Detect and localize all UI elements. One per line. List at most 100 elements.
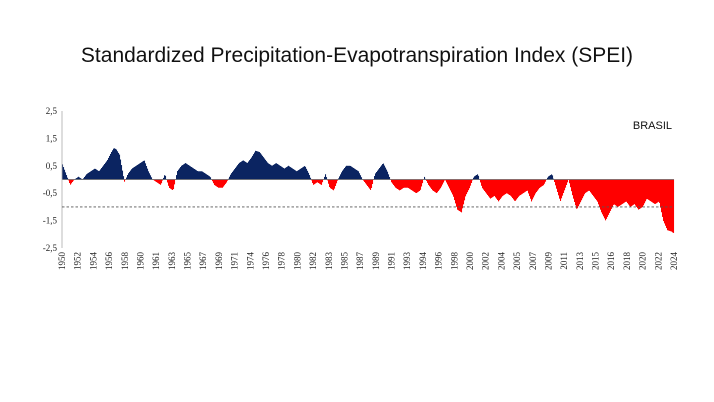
- spei-bar: [212, 179, 214, 182]
- spei-bar: [151, 177, 153, 180]
- spei-bar: [295, 170, 297, 180]
- spei-bar: [316, 179, 318, 183]
- spei-bar: [535, 179, 537, 194]
- spei-bar: [302, 167, 304, 180]
- spei-bar: [590, 179, 592, 193]
- y-tick-label: 1,5: [46, 133, 58, 143]
- x-tick-label: 1980: [292, 252, 302, 271]
- spei-bar: [469, 179, 471, 189]
- spei-bar: [288, 165, 290, 180]
- spei-bar: [551, 174, 553, 180]
- spei-bar: [205, 173, 207, 180]
- x-tick-label: 1994: [418, 252, 428, 271]
- spei-bar: [573, 179, 575, 199]
- spei-bar: [141, 162, 143, 180]
- spei-bar: [178, 169, 180, 180]
- spei-bar: [389, 176, 391, 180]
- spei-bar: [648, 179, 650, 200]
- spei-bar: [400, 179, 402, 190]
- spei-bar: [661, 179, 663, 213]
- spei-bar: [174, 179, 176, 185]
- spei-bar: [394, 179, 396, 187]
- spei-bar: [504, 179, 506, 195]
- spei-bar: [363, 179, 365, 181]
- spei-bar: [492, 179, 494, 198]
- spei-bar: [177, 171, 179, 180]
- spei-bar: [544, 179, 546, 184]
- spei-bar: [86, 174, 88, 180]
- spei-bar: [497, 179, 499, 201]
- spei-bar: [321, 179, 323, 185]
- spei-bar: [515, 179, 517, 201]
- spei-bar: [503, 179, 505, 196]
- spei-bar: [620, 179, 622, 206]
- x-tick-label: 2004: [496, 252, 506, 271]
- spei-bar: [647, 179, 649, 200]
- spei-bar: [386, 169, 388, 180]
- spei-bar: [339, 176, 341, 180]
- spei-bar: [660, 179, 662, 208]
- spei-bar: [164, 175, 166, 180]
- spei-bar: [533, 179, 535, 198]
- spei-bar: [446, 179, 448, 183]
- spei-bar: [365, 179, 367, 184]
- spei-bar: [119, 154, 121, 180]
- spei-bar: [672, 179, 674, 233]
- spei-bar: [89, 172, 91, 180]
- spei-bar: [78, 176, 80, 180]
- spei-bar: [528, 179, 530, 194]
- spei-bar: [639, 179, 641, 210]
- spei-bar: [405, 179, 407, 188]
- spei-bar: [95, 168, 97, 180]
- spei-bar: [138, 164, 140, 180]
- spei-bar: [361, 177, 363, 180]
- spei-bar: [275, 163, 277, 180]
- spei-bar: [346, 165, 348, 180]
- spei-bar: [350, 165, 352, 180]
- spei-bar: [488, 179, 490, 197]
- spei-bar: [646, 179, 648, 200]
- spei-bar: [509, 179, 511, 196]
- x-ticks: 1950 1952 1954 1956 1958 1960 1961 1963 1965 1967…: [57, 252, 679, 271]
- spei-bar: [439, 179, 441, 190]
- spei-bar: [345, 166, 347, 180]
- spei-bar: [117, 151, 119, 180]
- x-tick-label: 1954: [88, 252, 98, 271]
- spei-bar: [176, 175, 178, 180]
- spei-bar: [238, 163, 240, 180]
- spei-bar: [668, 179, 670, 231]
- spei-bar: [542, 179, 544, 186]
- spei-bar: [173, 179, 175, 190]
- spei-bar: [167, 179, 169, 183]
- spei-bar: [63, 167, 65, 180]
- spei-bar: [376, 172, 378, 180]
- spei-bar: [641, 179, 643, 208]
- spei-bar: [202, 171, 204, 180]
- spei-bar: [242, 160, 244, 180]
- spei-bar: [577, 179, 579, 209]
- spei-bar: [254, 152, 256, 180]
- spei-bar: [334, 179, 336, 189]
- spei-bar: [69, 179, 71, 184]
- spei-bar: [606, 179, 608, 219]
- spei-bar: [474, 176, 476, 180]
- spei-bar: [603, 179, 605, 217]
- spei-bar: [659, 179, 661, 203]
- spei-bar: [62, 164, 64, 180]
- spei-bar: [293, 169, 295, 180]
- spei-bar: [231, 173, 233, 180]
- spei-bar: [431, 179, 433, 189]
- spei-bar: [413, 179, 415, 192]
- spei-bar: [229, 176, 231, 180]
- spei-bar: [557, 179, 559, 193]
- spei-bar: [664, 179, 666, 224]
- spei-bar: [602, 179, 604, 215]
- x-tick-label: 1952: [73, 252, 83, 270]
- spei-bar: [498, 179, 500, 202]
- spei-bar: [341, 172, 343, 180]
- spei-bar: [349, 165, 351, 180]
- spei-bar: [104, 164, 106, 180]
- spei-bar: [332, 179, 334, 190]
- spei-bar: [420, 179, 422, 190]
- spei-bar: [77, 177, 79, 180]
